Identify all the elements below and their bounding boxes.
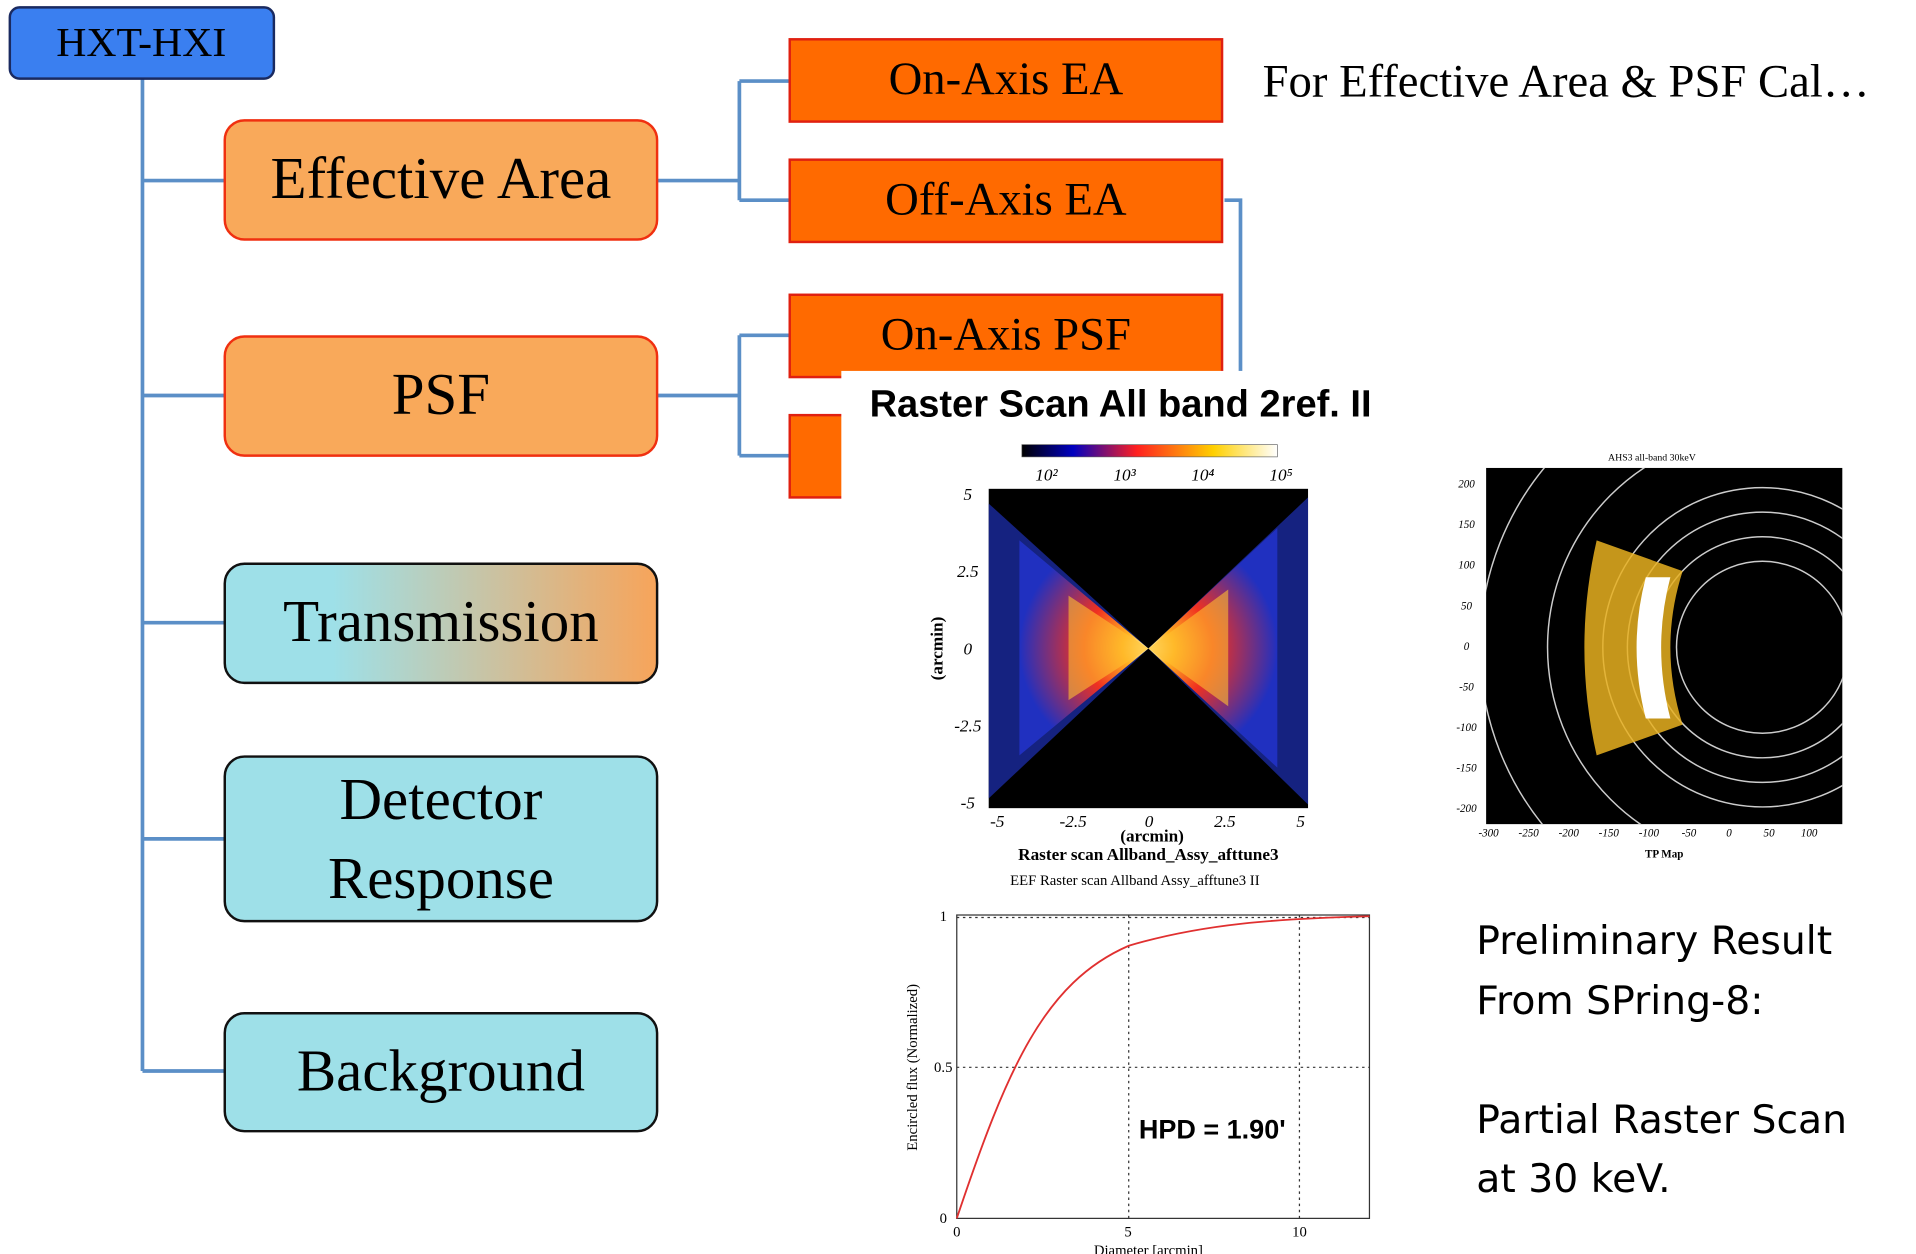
- x-tick-label: 5: [1296, 812, 1305, 831]
- y-tick-label: -150: [1456, 762, 1477, 774]
- x-axis-label: (arcmin): [1120, 827, 1184, 846]
- colorbar-tick: 10⁵: [1269, 465, 1292, 484]
- psf-branch: [657, 335, 790, 455]
- colorbar-tick: 10³: [1113, 465, 1136, 484]
- y-tick-label: -2.5: [954, 716, 982, 735]
- leaf-label: Off-Axis EA: [885, 174, 1127, 226]
- y-tick-label: 50: [1461, 600, 1473, 612]
- x-tick-label: -250: [1519, 827, 1540, 839]
- x-tick-label: -2.5: [1060, 812, 1088, 831]
- y-axis-label: (arcmin): [927, 617, 946, 681]
- x-tick-label: -300: [1478, 827, 1499, 839]
- eef-title: EEF Raster scan Allband Assy_afftune3 II: [1010, 873, 1260, 889]
- leaf-label: On-Axis EA: [889, 53, 1124, 105]
- note: For Effective Area & PSF Cal…: [1263, 56, 1870, 108]
- offaxis-link: [1225, 200, 1241, 374]
- y-tick-label: 200: [1458, 479, 1475, 491]
- result-text: at 30 keV.: [1476, 1157, 1670, 1202]
- y-tick-label: 0.5: [934, 1060, 952, 1076]
- node-label: Effective Area: [270, 145, 611, 211]
- x-tick-label: 5: [1124, 1224, 1131, 1240]
- y-tick-label: 0: [964, 639, 973, 658]
- map-label: TP Map: [1645, 848, 1683, 860]
- colorbar-tick: 10²: [1035, 465, 1058, 484]
- colorbar: [1022, 445, 1277, 457]
- y-tick-label: 0: [1464, 641, 1470, 653]
- node-label: Detector: [339, 766, 542, 832]
- y-tick-label: 2.5: [957, 562, 979, 581]
- result-text: From SPring-8:: [1476, 979, 1763, 1024]
- node-label: Background: [297, 1038, 585, 1104]
- colorbar-tick: 10⁴: [1191, 465, 1214, 484]
- x-tick-label: 100: [1801, 827, 1818, 839]
- node-label: Transmission: [283, 588, 599, 654]
- x-axis-label: Diameter [arcmin]: [1094, 1243, 1203, 1254]
- y-tick-label: -5: [961, 793, 976, 812]
- x-tick-label: -150: [1599, 827, 1620, 839]
- x-tick-label: -5: [990, 812, 1005, 831]
- slide: HXT-HXI Effective Area PSF Transmission …: [0, 0, 1916, 1254]
- root-label: HXT-HXI: [56, 20, 226, 66]
- y-tick-label: 5: [964, 485, 973, 504]
- x-tick-label: 0: [1726, 827, 1732, 839]
- x-tick-label: 2.5: [1214, 812, 1236, 831]
- y-tick-label: 150: [1458, 519, 1475, 531]
- node-label: Response: [328, 845, 554, 911]
- y-tick-label: -50: [1459, 681, 1474, 693]
- y-tick-label: -200: [1456, 803, 1477, 815]
- x-tick-label: 50: [1764, 827, 1776, 839]
- x-tick-label: 10: [1292, 1224, 1307, 1240]
- x-tick-label: -100: [1639, 827, 1660, 839]
- y-tick-label: -100: [1456, 722, 1477, 734]
- y-tick-label: 100: [1458, 560, 1475, 572]
- x-tick-label: -200: [1559, 827, 1580, 839]
- figure-title: Raster Scan All band 2ref. II: [870, 384, 1372, 426]
- result-text: Partial Raster Scan: [1476, 1098, 1847, 1143]
- map-title: AHS3 all-band 30keV: [1608, 452, 1696, 463]
- leaf-label: On-Axis PSF: [881, 309, 1131, 361]
- y-tick-label: 1: [940, 909, 947, 925]
- node-label: PSF: [392, 361, 490, 427]
- x-tick-label: -50: [1682, 827, 1697, 839]
- result-text: Preliminary Result: [1476, 919, 1832, 964]
- x-tick-label: 0: [953, 1224, 960, 1240]
- y-tick-label: 0: [940, 1211, 947, 1227]
- annotation: HPD = 1.90': [1139, 1114, 1286, 1144]
- y-axis-label: Encircled flux (Normalized): [905, 984, 921, 1151]
- trunk: [142, 79, 224, 1071]
- map-data: [1584, 540, 1682, 755]
- ea-branch: [657, 81, 790, 200]
- caption: Raster scan Allband_Assy_afttune3: [1018, 845, 1278, 864]
